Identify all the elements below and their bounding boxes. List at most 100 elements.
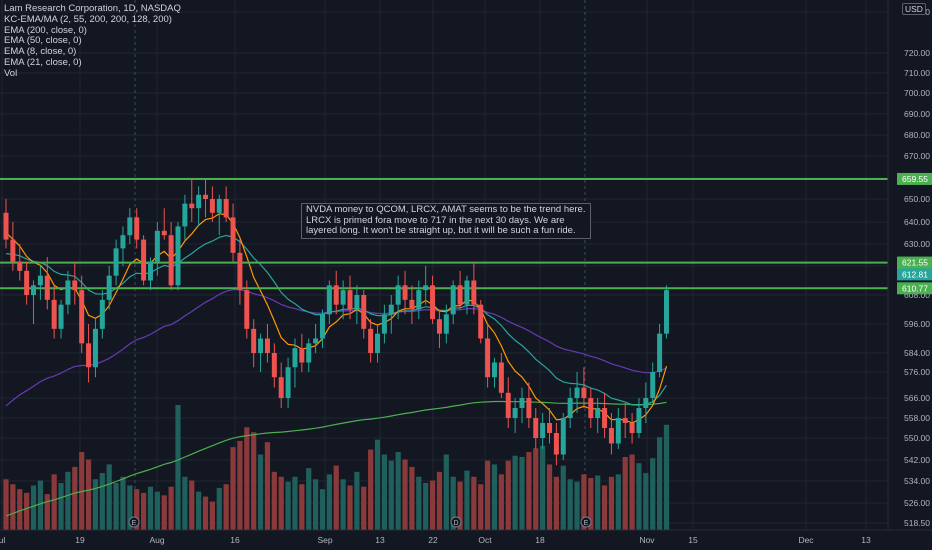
time-tick-label: Sep <box>317 535 332 545</box>
volume-bar <box>512 455 518 530</box>
candle-body <box>209 199 215 213</box>
candle-body <box>581 387 587 398</box>
volume-bar <box>622 456 628 530</box>
volume-bar <box>285 481 291 530</box>
candle-body <box>258 338 264 353</box>
event-marker-icon <box>450 516 462 528</box>
volume-bar <box>402 459 408 530</box>
volume-bar <box>237 440 243 530</box>
price-tick-label: 710.00 <box>904 68 930 78</box>
price-tag-label: 612.81 <box>902 269 928 279</box>
candle-body <box>595 408 601 418</box>
volume-bar <box>588 478 594 530</box>
volume-bar <box>120 476 126 530</box>
volume-bar <box>615 474 621 530</box>
candle-body <box>491 362 497 378</box>
volume-bar <box>560 465 566 530</box>
volume-bar <box>526 452 532 530</box>
price-tick-label: 720.00 <box>904 48 930 58</box>
volume-bar <box>436 471 443 530</box>
volume-bar <box>251 432 257 530</box>
candle-body <box>196 194 202 209</box>
price-tag-label: 610.77 <box>902 283 928 293</box>
legend-indicator-kc[interactable]: KC-EMA/MA (2, 55, 200, 200, 128, 200) <box>4 13 172 25</box>
volume-bar <box>127 485 133 530</box>
volume-bar <box>498 474 504 530</box>
volume-bar <box>546 464 553 530</box>
volume-bar <box>30 485 37 530</box>
legend-indicator-ema8[interactable]: EMA (8, close, 0) <box>4 46 77 58</box>
candle-body <box>416 290 422 310</box>
candle-body <box>347 290 353 310</box>
candle-body <box>526 398 532 418</box>
candle-body <box>203 194 209 199</box>
volume-bar <box>601 485 608 530</box>
legend-indicator-ema200[interactable]: EMA (200, close, 0) <box>4 24 87 36</box>
price-tick-label: 608.00 <box>904 290 930 300</box>
volume-bar <box>443 454 449 530</box>
time-tick-label: Nov <box>639 535 655 545</box>
time-axis[interactable]: ul 19 Aug 16 Sep 13 22 Oct 18 Nov 15 Dec 13 <box>0 529 932 550</box>
candle-body <box>650 372 656 398</box>
price-tick-label: 542.00 <box>904 455 930 465</box>
price-tag-label: 659.55 <box>902 174 928 184</box>
volume-bar <box>161 495 167 530</box>
candle-body <box>375 333 381 353</box>
ema-200-line <box>5 400 667 517</box>
volume-bar <box>416 476 422 530</box>
candle-body <box>65 280 71 305</box>
price-axis[interactable]: 518.50 526.00 534.00 542.00 550.00 558.00 566.… <box>887 0 932 550</box>
candle-body <box>622 418 628 423</box>
volume-bar <box>657 437 663 530</box>
candle-body <box>306 343 312 363</box>
volume-bar <box>175 405 181 530</box>
candle-body <box>319 314 325 339</box>
legend-indicator-ema50[interactable]: EMA (50, close, 0) <box>4 35 82 47</box>
volume-bar <box>72 466 78 530</box>
volume-bar <box>333 465 339 530</box>
candle-body <box>326 285 332 315</box>
currency-badge[interactable]: USD <box>902 3 926 15</box>
volume-bar <box>306 468 312 530</box>
volume-bar <box>58 482 64 530</box>
candle-body <box>430 285 436 320</box>
volume-bar <box>663 424 670 530</box>
volume-bar <box>368 449 374 530</box>
candle-body <box>175 226 181 286</box>
time-tick-label: 16 <box>230 535 240 545</box>
price-tick-label: 640.00 <box>904 217 930 227</box>
candle-body <box>58 304 64 329</box>
candle-body <box>560 418 566 455</box>
time-tick-label: 18 <box>535 535 545 545</box>
volume-bar <box>347 485 353 530</box>
volume-bar <box>326 474 332 530</box>
volume-bar <box>491 464 498 530</box>
candle-body <box>127 217 133 236</box>
candle-body <box>615 418 621 444</box>
candle-body <box>264 338 270 353</box>
candle-body <box>51 299 57 329</box>
candle-body <box>478 304 484 339</box>
candle-body <box>106 275 112 300</box>
candle-body <box>663 290 669 334</box>
price-tick-label: 518.50 <box>904 518 930 528</box>
volume-bar <box>189 480 195 530</box>
candle-body <box>120 235 126 249</box>
volume-bar <box>51 474 57 530</box>
volume-bar <box>147 486 154 530</box>
candle-body <box>588 398 594 418</box>
volume-bar <box>464 470 470 530</box>
candle-body <box>574 387 580 398</box>
legend-indicator-ema21[interactable]: EMA (21, close, 0) <box>4 56 82 68</box>
text-annotation[interactable]: NVDA money to QCOM, LRCX, AMAT seems to … <box>301 203 591 239</box>
candle-body <box>299 348 305 363</box>
price-tick-label: 534.00 <box>904 476 930 486</box>
volume-bar <box>257 454 264 530</box>
candle-body <box>409 299 415 310</box>
legend-indicator-vol[interactable]: Vol <box>4 67 18 79</box>
candle-body <box>237 252 243 291</box>
price-tag <box>897 268 932 281</box>
